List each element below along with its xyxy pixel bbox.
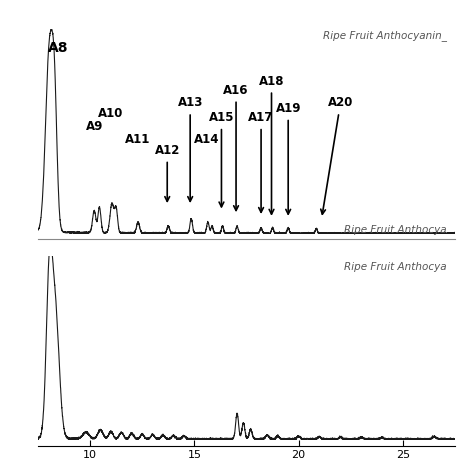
Text: A12: A12	[155, 144, 180, 201]
Text: A13: A13	[177, 96, 203, 201]
Text: Ripe Fruit Anthocya: Ripe Fruit Anthocya	[344, 262, 447, 272]
Text: A14: A14	[194, 133, 219, 146]
Text: A18: A18	[259, 74, 284, 214]
Text: A11: A11	[125, 133, 151, 146]
Text: A15: A15	[209, 111, 234, 207]
Text: A10: A10	[98, 107, 124, 120]
Text: A16: A16	[223, 83, 249, 210]
Text: Ripe Fruit Anthocya: Ripe Fruit Anthocya	[344, 225, 447, 235]
Text: Ripe Fruit Anthocyanin_: Ripe Fruit Anthocyanin_	[323, 30, 447, 41]
Text: A19: A19	[275, 102, 301, 214]
Text: A20: A20	[321, 96, 353, 214]
Text: A17: A17	[248, 111, 274, 212]
Text: A9: A9	[85, 120, 103, 133]
Text: A8: A8	[48, 41, 69, 55]
